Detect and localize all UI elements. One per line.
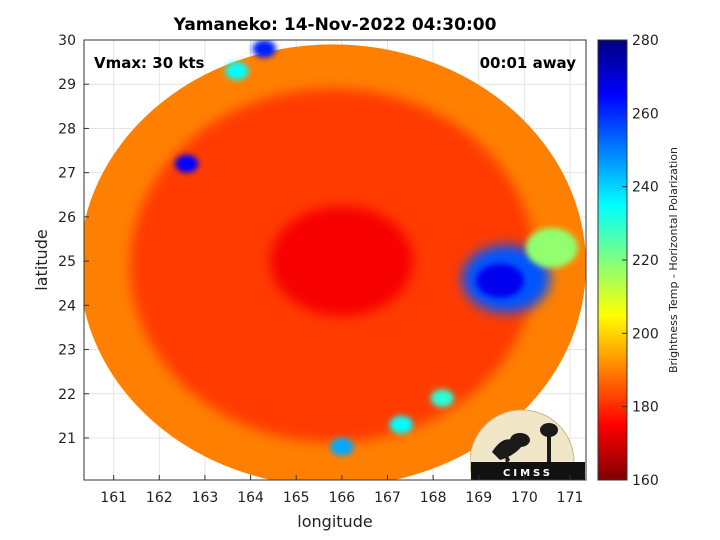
colorbar-tick-label: 240: [632, 180, 659, 196]
colorbar-tick-label: 180: [632, 400, 659, 416]
colorbar-tick-label: 220: [632, 253, 659, 269]
feature-convection-south-3: [430, 389, 454, 408]
colorbar-tick-label: 160: [632, 473, 659, 489]
feature-convection-east-core: [476, 263, 524, 298]
plot-area: CIMSS Vmax: 30 kts 00:01 away: [83, 39, 587, 481]
feature-convection-north: [225, 61, 249, 80]
vmax-label: Vmax: 30 kts: [94, 54, 204, 72]
feature-convection-south: [330, 437, 354, 456]
y-axis-label: latitude: [32, 229, 51, 290]
y-tick-label: 26: [58, 210, 76, 226]
y-tick-label: 22: [58, 387, 76, 403]
convection-features: [174, 40, 578, 456]
colorbar-tick-label: 200: [632, 326, 659, 342]
colorbar-label: Brightness Temp - Horizontal Polarizatio…: [667, 147, 680, 373]
x-axis-label: longitude: [297, 512, 372, 531]
dome-icon: [510, 433, 530, 447]
y-tick-label: 28: [58, 121, 76, 137]
colorbar-ticks: 160 180 200 220 240 260 280: [622, 33, 659, 489]
x-tick-label: 163: [192, 490, 219, 506]
y-axis-ticks: 21 22 23 24 25 26 27 28 29 30: [58, 33, 89, 447]
tower-icon: [547, 432, 551, 462]
x-axis-ticks: 161 162 163 164 165 166 167 168 169 170 171: [100, 475, 583, 506]
x-tick-label: 162: [146, 490, 173, 506]
feature-convection-north-2: [252, 40, 276, 58]
logo-text: CIMSS: [503, 468, 553, 479]
colorbar-tick-label: 280: [632, 33, 659, 49]
feature-eye: [270, 206, 414, 317]
y-tick-label: 23: [58, 343, 76, 359]
chart-title: Yamaneko: 14-Nov-2022 04:30:00: [173, 15, 497, 35]
feature-convection-northwest: [174, 154, 199, 173]
away-label: 00:01 away: [480, 54, 577, 72]
x-tick-label: 169: [465, 490, 492, 506]
feature-convection-east-edge: [525, 227, 578, 268]
y-tick-label: 27: [58, 166, 76, 182]
x-tick-label: 166: [328, 490, 355, 506]
y-tick-label: 21: [58, 431, 76, 447]
cimss-logo: CIMSS: [470, 409, 585, 480]
plot-border: [83, 39, 587, 481]
x-tick-label: 168: [420, 490, 447, 506]
logo-base: [471, 462, 585, 480]
x-tick-label: 165: [283, 490, 310, 506]
x-tick-label: 161: [100, 490, 127, 506]
y-tick-label: 29: [58, 77, 76, 93]
feature-convection-south-2: [389, 415, 413, 434]
x-tick-label: 167: [374, 490, 401, 506]
x-tick-label: 164: [237, 490, 264, 506]
colorbar: 160 180 200 220 240 260 280 Brightness Temp - …: [597, 33, 680, 489]
y-tick-label: 24: [58, 298, 76, 314]
x-tick-label: 170: [511, 490, 538, 506]
y-tick-label: 30: [58, 33, 76, 49]
water-tower-icon: [540, 423, 558, 437]
colorbar-tick-label: 260: [632, 106, 659, 122]
y-tick-label: 25: [58, 254, 76, 270]
x-tick-label: 171: [557, 490, 584, 506]
